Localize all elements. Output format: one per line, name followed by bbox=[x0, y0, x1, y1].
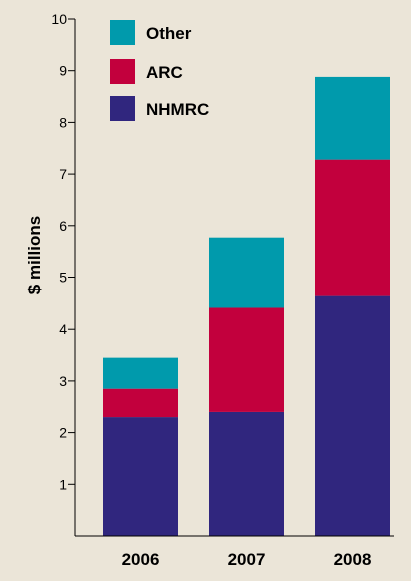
bars bbox=[103, 76, 390, 536]
y-tick-label-5: 5 bbox=[59, 270, 67, 286]
y-tick-label-7: 7 bbox=[59, 166, 67, 182]
y-tick-label-2: 2 bbox=[59, 425, 67, 441]
legend: Other ARC NHMRC bbox=[110, 20, 209, 121]
y-axis: 1 2 3 4 5 6 7 8 9 10 bbox=[51, 11, 76, 536]
y-tick-label-4: 4 bbox=[59, 321, 67, 337]
bar-other-2008 bbox=[315, 76, 390, 160]
y-tick-label-8: 8 bbox=[59, 114, 67, 130]
bar-arc-2008 bbox=[315, 159, 390, 296]
bar-other-2007 bbox=[209, 237, 284, 308]
legend-swatch-nhmrc bbox=[110, 96, 135, 121]
bar-arc-2007 bbox=[209, 307, 284, 412]
bar-nhmrc-2008 bbox=[315, 295, 390, 536]
legend-swatch-arc bbox=[110, 59, 135, 84]
x-category-label-2008: 2008 bbox=[334, 550, 372, 569]
bar-arc-2006 bbox=[103, 388, 178, 418]
x-category-label-2007: 2007 bbox=[228, 550, 266, 569]
x-axis: 2006 2007 2008 bbox=[75, 535, 394, 569]
legend-label-other: Other bbox=[146, 24, 192, 43]
legend-label-nhmrc: NHMRC bbox=[146, 100, 209, 119]
bar-other-2006 bbox=[103, 357, 178, 389]
y-tick-label-6: 6 bbox=[59, 218, 67, 234]
y-tick-label-3: 3 bbox=[59, 373, 67, 389]
y-tick-label-1: 1 bbox=[59, 476, 67, 492]
legend-label-arc: ARC bbox=[146, 63, 183, 82]
bar-nhmrc-2006 bbox=[103, 417, 178, 536]
bar-nhmrc-2007 bbox=[209, 411, 284, 536]
y-tick-label-10: 10 bbox=[51, 11, 67, 27]
y-axis-label: $ millions bbox=[25, 216, 44, 294]
y-tick-label-9: 9 bbox=[59, 63, 67, 79]
legend-swatch-other bbox=[110, 20, 135, 45]
x-category-label-2006: 2006 bbox=[122, 550, 160, 569]
